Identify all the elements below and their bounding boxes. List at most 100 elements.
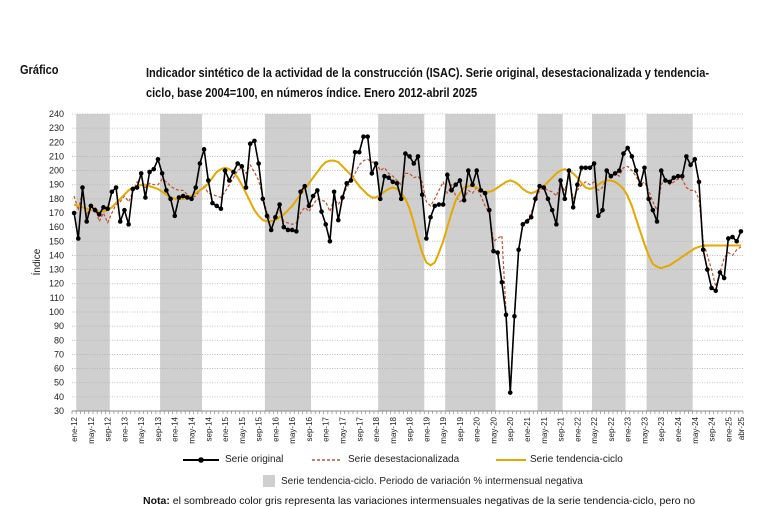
x-tick-label: ene-21 bbox=[523, 416, 532, 441]
original-point bbox=[709, 285, 714, 291]
original-point bbox=[101, 205, 106, 210]
original-point bbox=[126, 222, 131, 227]
original-point bbox=[491, 248, 496, 254]
original-point bbox=[583, 165, 589, 171]
original-point bbox=[218, 206, 224, 212]
y-tick-label: 190 bbox=[49, 180, 64, 190]
x-tick-label: sep-19 bbox=[456, 416, 465, 441]
x-tick-label: ene-24 bbox=[674, 416, 683, 441]
original-point bbox=[365, 134, 370, 139]
original-point bbox=[671, 175, 677, 180]
y-tick-label: 240 bbox=[49, 109, 64, 119]
original-point bbox=[344, 181, 349, 186]
original-point bbox=[432, 203, 438, 209]
original-point bbox=[449, 188, 454, 193]
original-point bbox=[738, 229, 744, 234]
original-point bbox=[197, 161, 203, 166]
original-point bbox=[390, 179, 396, 185]
original-point bbox=[134, 185, 140, 190]
original-point bbox=[105, 206, 110, 212]
x-tick-label: ene-19 bbox=[422, 416, 431, 441]
original-point bbox=[193, 185, 199, 190]
original-point bbox=[726, 236, 731, 241]
original-point bbox=[235, 161, 240, 166]
original-point bbox=[570, 205, 576, 210]
original-point bbox=[327, 238, 333, 244]
original-point bbox=[398, 196, 404, 202]
original-point bbox=[176, 195, 182, 200]
original-point bbox=[84, 219, 89, 224]
original-point bbox=[675, 173, 681, 179]
original-point bbox=[96, 212, 102, 217]
x-tick-label: may-18 bbox=[389, 416, 398, 443]
original-point bbox=[226, 178, 232, 183]
y-tick-label: 210 bbox=[49, 151, 64, 161]
original-point bbox=[172, 213, 178, 219]
original-point bbox=[457, 178, 463, 183]
original-point bbox=[667, 179, 672, 185]
original-point bbox=[319, 209, 324, 214]
original-point bbox=[415, 154, 421, 159]
legend-marker-original bbox=[183, 456, 219, 463]
original-point bbox=[646, 196, 651, 202]
original-point bbox=[231, 169, 236, 175]
series-lines bbox=[71, 134, 744, 395]
original-point bbox=[407, 154, 412, 159]
original-point bbox=[340, 195, 345, 200]
x-tick-label: may-20 bbox=[489, 416, 498, 443]
original-point bbox=[549, 207, 555, 213]
x-tick-label: may-12 bbox=[87, 416, 96, 443]
y-tick-label: 120 bbox=[49, 279, 64, 289]
original-point bbox=[436, 202, 442, 207]
original-point bbox=[247, 141, 253, 146]
x-tick-label: ene-22 bbox=[573, 416, 582, 441]
series-seasonally-adjusted-line bbox=[73, 158, 742, 391]
note-label: Nota: bbox=[143, 495, 170, 507]
x-tick-label: sep-23 bbox=[657, 416, 666, 441]
x-tick-label: sep-16 bbox=[305, 416, 314, 441]
original-point bbox=[713, 288, 719, 294]
y-tick-label: 80 bbox=[54, 335, 64, 345]
original-point bbox=[554, 222, 559, 227]
x-tick-label: may-17 bbox=[338, 416, 347, 443]
x-tick-label: ene-20 bbox=[473, 416, 482, 441]
original-point bbox=[633, 168, 639, 173]
original-point bbox=[503, 312, 509, 318]
x-tick-label: ene-25 bbox=[724, 416, 733, 441]
legend-label-seasonal: Serie desestacionalizada bbox=[348, 454, 460, 465]
original-point bbox=[243, 185, 249, 190]
original-point bbox=[591, 161, 597, 166]
original-point bbox=[478, 188, 484, 193]
x-tick-label: sep-13 bbox=[154, 416, 163, 441]
y-tick-label: 180 bbox=[49, 194, 64, 204]
original-point bbox=[700, 247, 706, 253]
original-point bbox=[71, 210, 77, 216]
x-tick-label: ene-13 bbox=[120, 416, 129, 441]
legend-label-trend: Serie tendencia-ciclo bbox=[530, 454, 623, 465]
x-tick-label: may-19 bbox=[439, 416, 448, 443]
original-point bbox=[264, 213, 270, 219]
original-point bbox=[440, 202, 446, 207]
x-tick-label: ene-15 bbox=[221, 416, 230, 441]
x-tick-label: may-21 bbox=[540, 416, 549, 443]
original-point bbox=[616, 168, 622, 173]
original-point bbox=[210, 200, 215, 206]
original-point bbox=[277, 202, 282, 207]
original-point bbox=[474, 168, 479, 173]
original-point bbox=[637, 182, 643, 188]
original-point bbox=[331, 189, 337, 195]
y-tick-label: 160 bbox=[49, 222, 64, 232]
original-point bbox=[717, 270, 723, 275]
original-point bbox=[117, 219, 123, 224]
x-tick-label: ene-14 bbox=[171, 416, 180, 441]
y-tick-label: 90 bbox=[54, 321, 64, 331]
x-tick-label: sep-12 bbox=[104, 416, 113, 441]
original-point bbox=[579, 165, 584, 171]
legend-item-original: Serie original bbox=[181, 454, 283, 465]
original-point bbox=[369, 171, 375, 176]
legend-marker-trend bbox=[496, 458, 526, 461]
original-point bbox=[205, 178, 211, 183]
original-point bbox=[566, 168, 572, 173]
legend-item-band: Serie tendencia-ciclo. Periodo de variac… bbox=[263, 475, 583, 487]
